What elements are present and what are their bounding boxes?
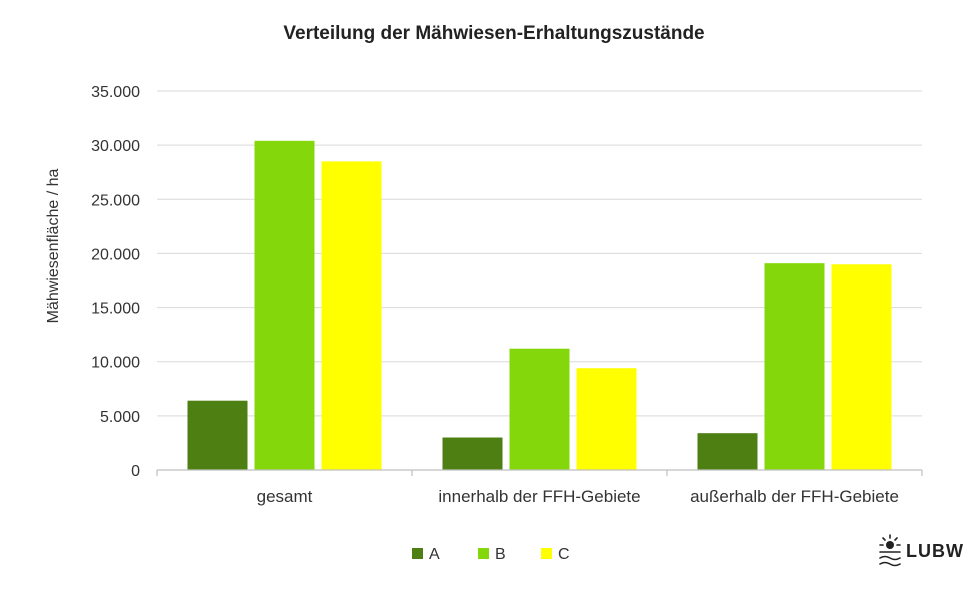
lubw-logo: LUBW <box>879 534 964 567</box>
bar-C-2 <box>831 264 892 470</box>
x-axis <box>156 469 923 476</box>
chart-title: Verteilung der Mähwiesen-Erhaltungszustä… <box>283 23 704 44</box>
legend-label: C <box>558 546 570 563</box>
y-tick-label: 15.000 <box>91 301 140 318</box>
y-tick-label: 25.000 <box>91 192 140 209</box>
bar-A-2 <box>697 433 758 470</box>
bar-B-2 <box>764 263 825 470</box>
legend: A B C <box>412 546 570 563</box>
x-category-label: außerhalb der FFH-Gebiete <box>690 487 899 506</box>
bar-A-1 <box>442 437 503 470</box>
legend-swatch-A <box>412 548 423 559</box>
x-category-label: innerhalb der FFH-Gebiete <box>438 487 640 506</box>
y-axis-ticks: 0 5.000 10.000 15.000 20.000 25.000 30.000 35.0… <box>91 84 140 480</box>
legend-swatch-C <box>541 548 552 559</box>
y-axis-title: Mähwiesenfläche / ha <box>45 169 62 324</box>
y-tick-label: 35.000 <box>91 84 140 101</box>
bar-B-0 <box>254 140 315 470</box>
lubw-sun-water-icon <box>879 534 901 567</box>
category-labels: gesamt innerhalb der FFH-Gebiete außerhalb… <box>257 487 899 506</box>
bar-C-0 <box>321 161 382 470</box>
x-category-label: gesamt <box>257 487 313 506</box>
y-tick-label: 10.000 <box>91 355 140 372</box>
bars <box>187 140 892 470</box>
legend-swatch-B <box>478 548 489 559</box>
y-tick-label: 0 <box>131 463 140 480</box>
legend-label: B <box>495 546 506 563</box>
y-tick-label: 20.000 <box>91 246 140 263</box>
bar-A-0 <box>187 400 248 470</box>
bar-B-1 <box>509 348 570 470</box>
lubw-logo-text: LUBW <box>906 541 964 561</box>
y-tick-label: 30.000 <box>91 138 140 155</box>
bar-C-1 <box>576 368 637 470</box>
legend-label: A <box>429 546 440 563</box>
y-tick-label: 5.000 <box>100 409 140 426</box>
